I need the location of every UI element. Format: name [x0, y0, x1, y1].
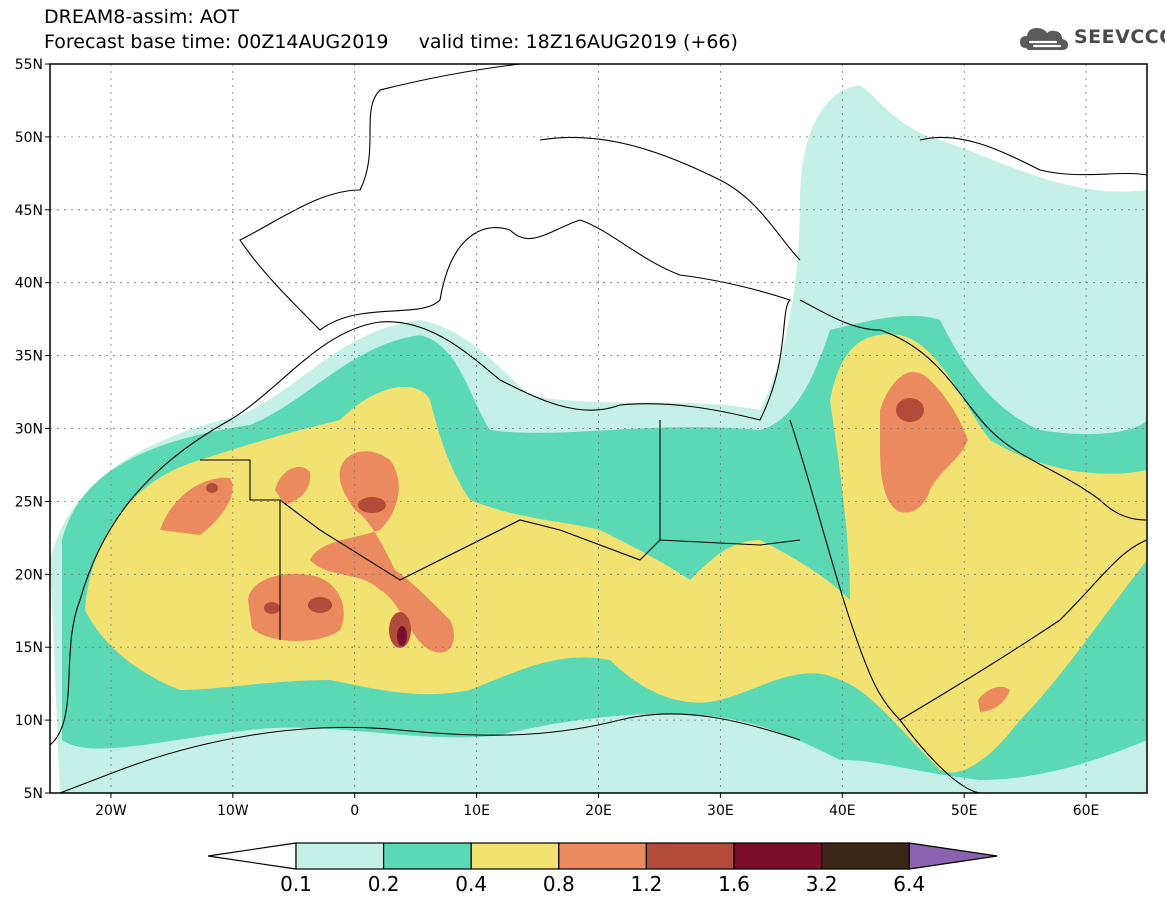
aot-band-1.6 [397, 626, 407, 646]
colorbar-box [383, 842, 472, 870]
lon-tick-label: 10W [217, 803, 249, 819]
colorbar-label: 0.4 [455, 872, 487, 896]
colorbar-label: 0.2 [368, 872, 400, 896]
lat-tick-label: 45N [15, 203, 43, 219]
cloud-icon [1020, 28, 1068, 50]
colorbar-high-arrow [908, 842, 998, 870]
chart-title: DREAM8-assim: AOT [44, 6, 240, 28]
seevccc-logo: SEEVCCC [1018, 20, 1165, 56]
lat-tick-label: 40N [15, 276, 43, 292]
colorbar-label: 1.2 [630, 872, 662, 896]
coastlines-borders [50, 64, 1147, 793]
lat-tick-label: 50N [15, 130, 43, 146]
latitude-labels: 5N 10N 15N 20N 25N 30N 35N 40N 45N 50N 55N [15, 57, 50, 802]
forecast-times: Forecast base time: 00Z14AUG2019 valid t… [44, 31, 738, 53]
colorbar-low-arrow [207, 842, 297, 870]
graticule [50, 64, 1147, 793]
colorbar-box [733, 842, 823, 870]
lat-tick-label: 20N [15, 567, 43, 583]
colorbar-box [645, 842, 735, 870]
lat-tick-label: 15N [15, 640, 43, 656]
colorbar-labels: 0.1 0.2 0.4 0.8 1.2 1.6 3.2 6.4 [280, 872, 925, 896]
colorbar-box [820, 842, 910, 870]
colorbar-box [295, 842, 385, 870]
lon-tick-label: 10E [463, 803, 490, 819]
lon-tick-label: 40E [829, 803, 856, 819]
lon-tick-label: 20E [585, 803, 612, 819]
colorbar-box [558, 842, 647, 870]
lon-tick-label: 60E [1073, 803, 1100, 819]
lat-tick-label: 55N [15, 57, 43, 73]
lat-tick-label: 35N [15, 349, 43, 365]
colorbar-label: 1.6 [718, 872, 750, 896]
lon-tick-label: 50E [951, 803, 978, 819]
colorbar-boxes [207, 842, 998, 870]
colorbar-label: 3.2 [806, 872, 838, 896]
colorbar-label: 0.8 [543, 872, 575, 896]
lon-tick-label: 0 [350, 803, 359, 819]
colorbar-label: 6.4 [893, 872, 925, 896]
colorbar-box [470, 842, 560, 870]
lat-tick-label: 10N [15, 713, 43, 729]
lat-tick-label: 30N [15, 422, 43, 438]
lat-tick-label: 25N [15, 494, 43, 510]
longitude-labels: 20W 10W 0 10E 20E 30E 40E 50E 60E [95, 793, 1099, 819]
logo-text: SEEVCCC [1074, 26, 1165, 48]
colorbar-label: 0.1 [280, 872, 312, 896]
lon-tick-label: 20W [95, 803, 127, 819]
lat-tick-label: 5N [24, 786, 43, 802]
aot-field [50, 85, 1147, 793]
lon-tick-label: 30E [707, 803, 734, 819]
